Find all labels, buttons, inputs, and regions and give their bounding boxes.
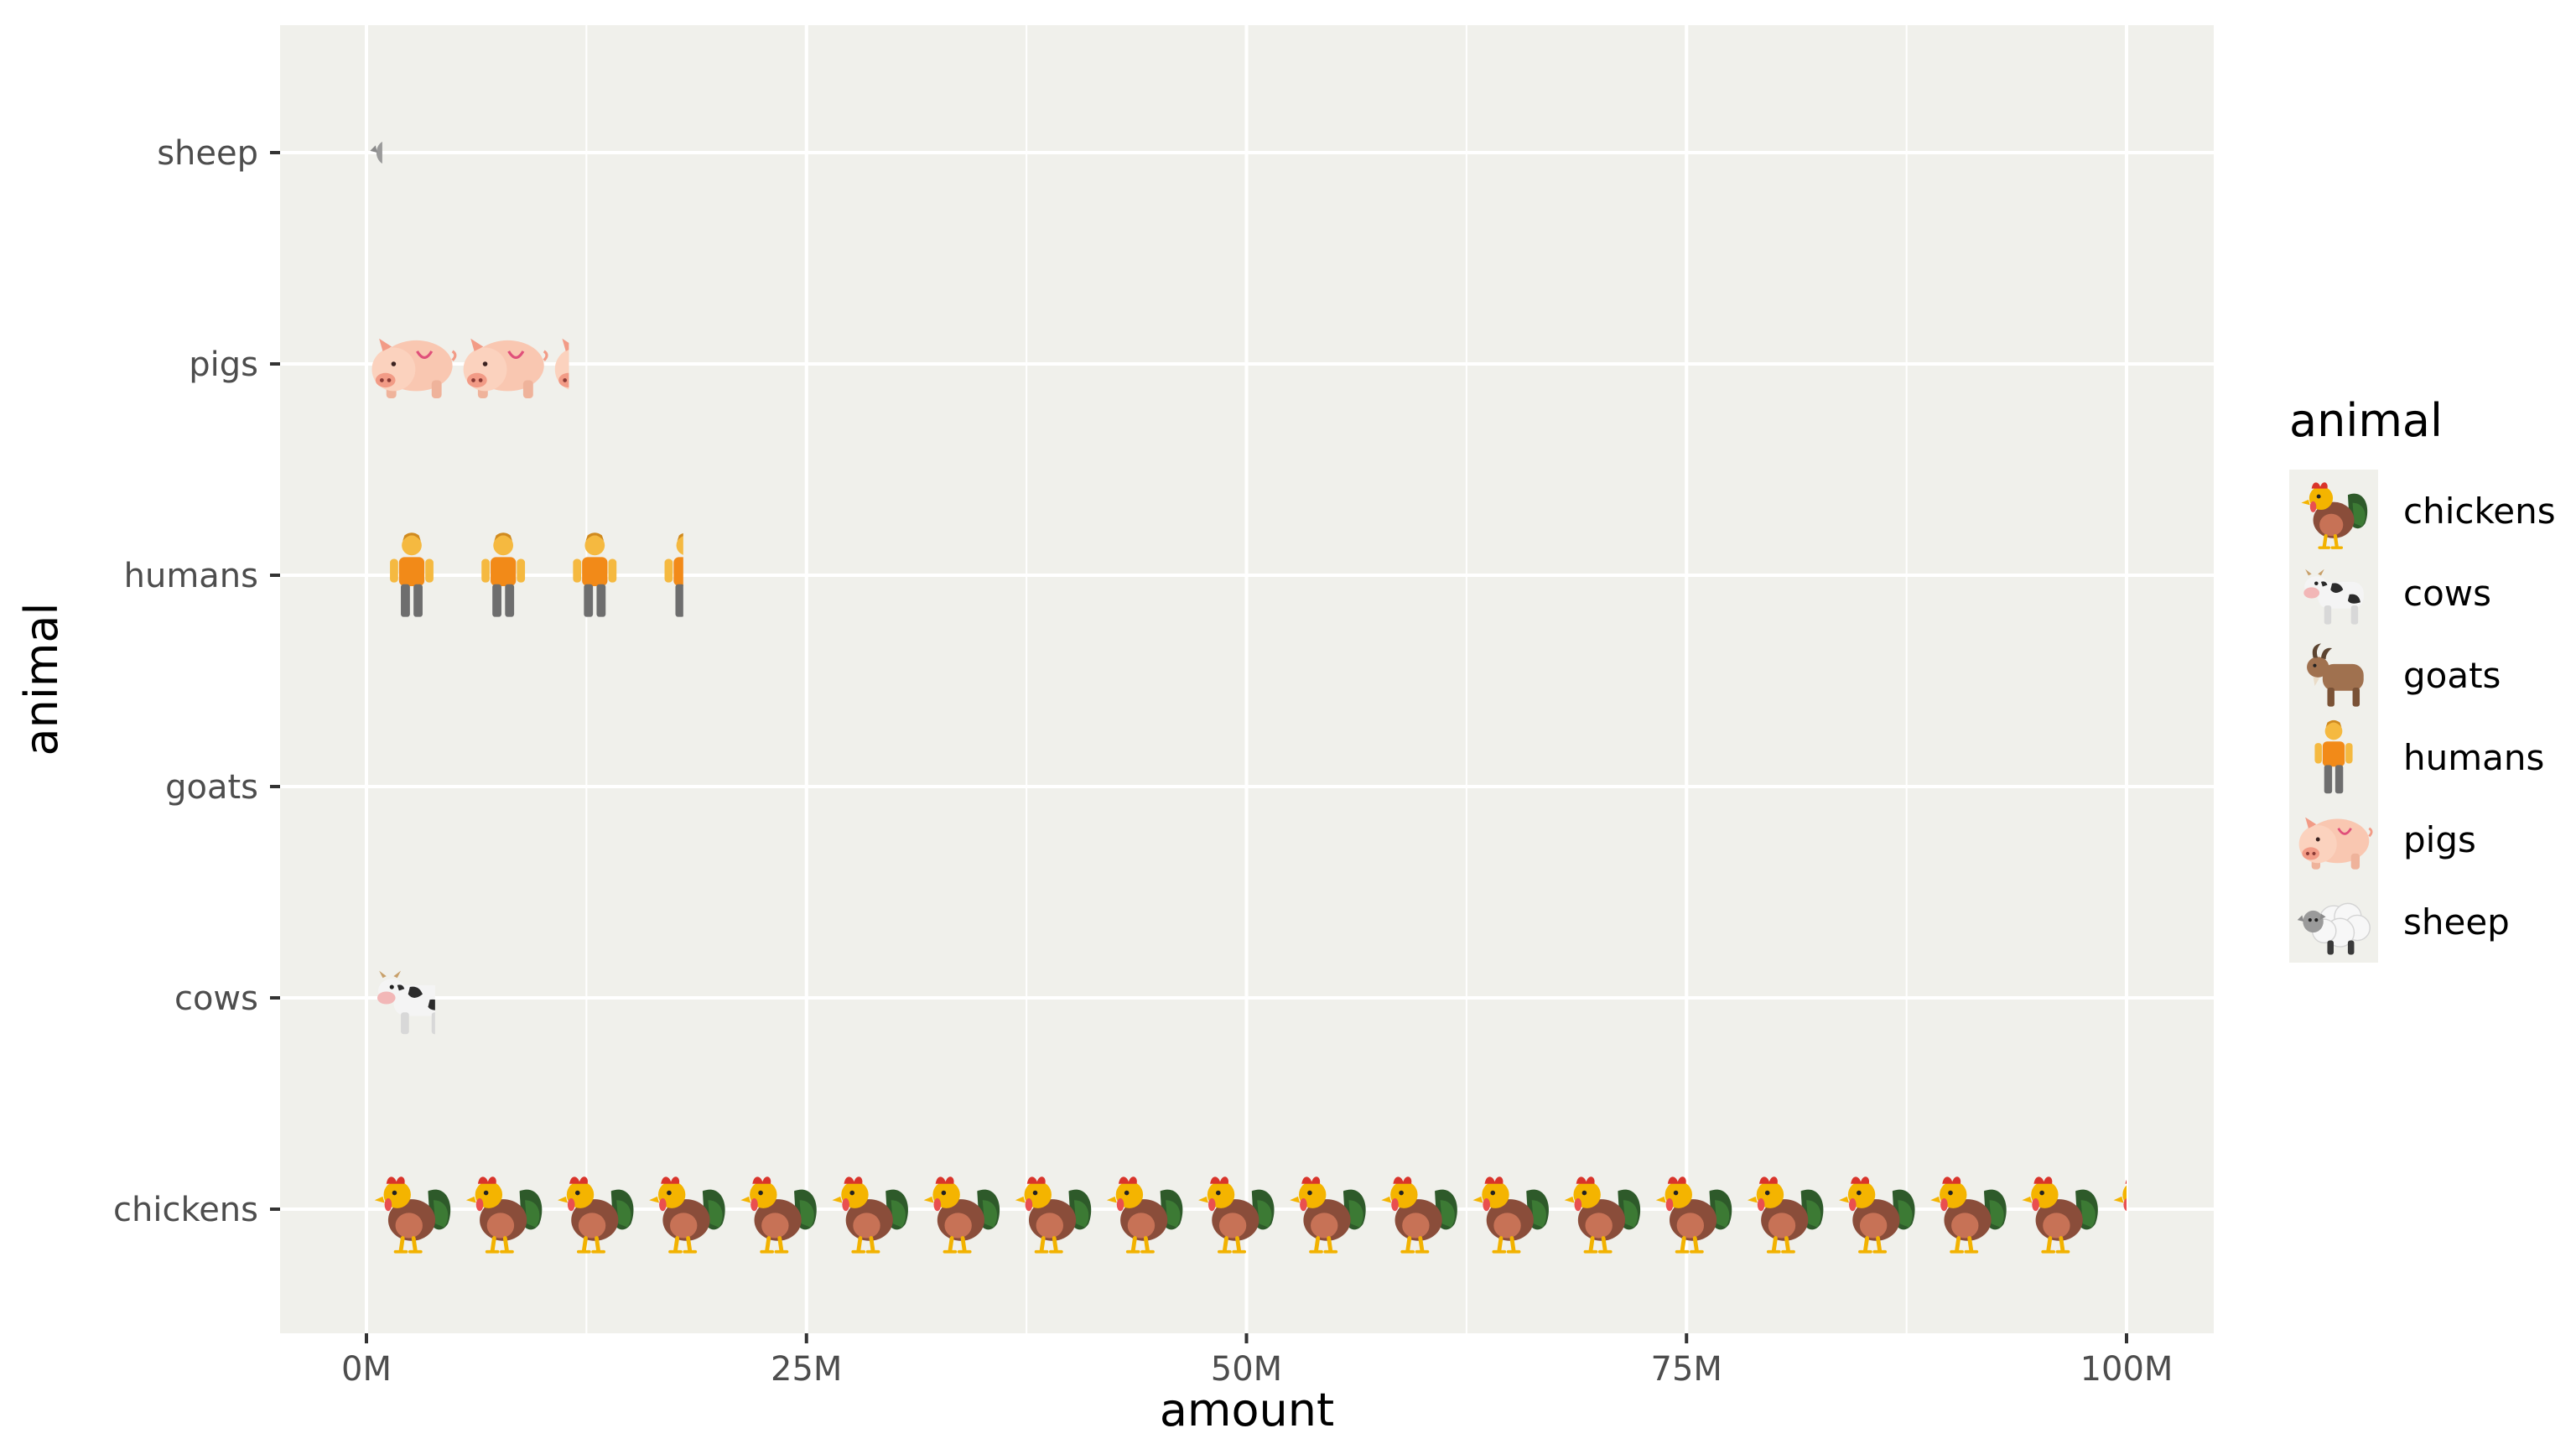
legend-label: pigs [2403, 819, 2476, 860]
y-tick-label: cows [174, 979, 258, 1018]
y-tick-label: sheep [157, 134, 258, 173]
y-tick-label: pigs [189, 345, 258, 384]
x-tick-label: 0M [341, 1350, 392, 1389]
y-axis-title: animal [15, 602, 68, 756]
legend-label: chickens [2403, 491, 2556, 532]
legend-label: goats [2403, 655, 2501, 696]
x-tick-label: 25M [771, 1350, 842, 1389]
x-axis-title: amount [1160, 1384, 1334, 1436]
x-tick-label: 100M [2080, 1350, 2174, 1389]
x-tick-label: 50M [1211, 1350, 1282, 1389]
x-tick-label: 75M [1651, 1350, 1722, 1389]
legend-title: animal [2289, 394, 2443, 447]
legend-label: humans [2403, 737, 2544, 778]
y-tick-label: chickens [113, 1191, 258, 1229]
y-tick-label: goats [165, 768, 258, 807]
legend-label: cows [2403, 573, 2491, 614]
y-tick-label: humans [124, 557, 258, 595]
legend-label: sheep [2403, 901, 2510, 943]
